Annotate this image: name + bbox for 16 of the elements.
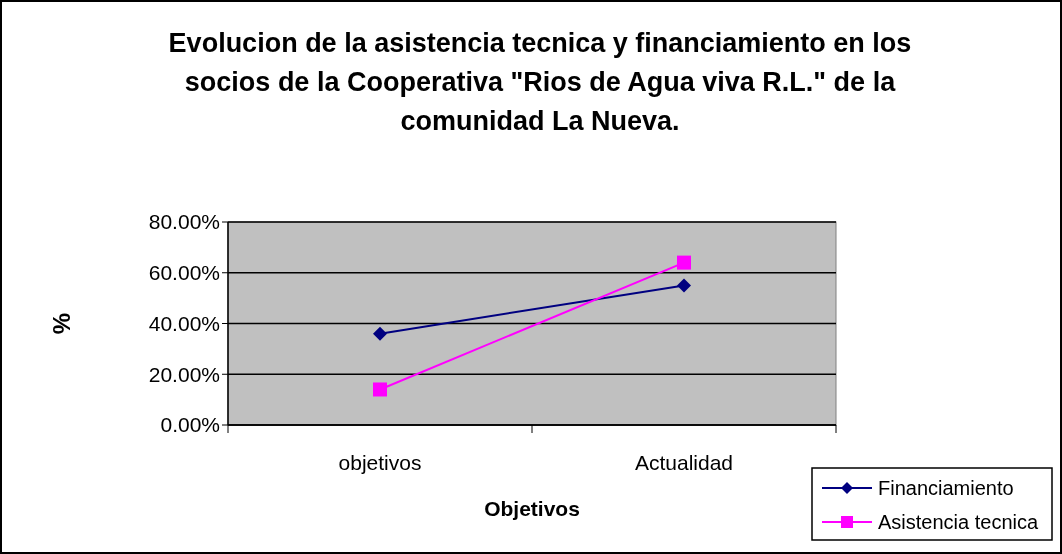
point (677, 278, 691, 293)
y-tick-label: 80.00% (148, 210, 220, 234)
legend-label: Asistencia tecnica (878, 511, 1039, 533)
chart-title: Evolucion de la asistencia tecnica y financiamiento en los socios de la Cooperativa "Rios de Agua viva R.L." de la comunidad La Nueva. (168, 28, 912, 136)
point (373, 326, 387, 341)
y-tick-label: 40.00% (148, 311, 220, 335)
y-tick-label: 0.00% (160, 413, 220, 437)
x-tick-label: Actualidad (634, 451, 734, 474)
y-axis-title: % (48, 312, 75, 335)
y-tick-label: 20.00% (148, 362, 220, 386)
y-tick-label: 60.00% (148, 261, 220, 285)
x-axis-title: Objetivos (484, 497, 580, 520)
point (373, 382, 387, 397)
legend-label: Financiamiento (878, 477, 1014, 499)
x-tick-label: objetivos (338, 451, 422, 474)
point (677, 255, 691, 270)
